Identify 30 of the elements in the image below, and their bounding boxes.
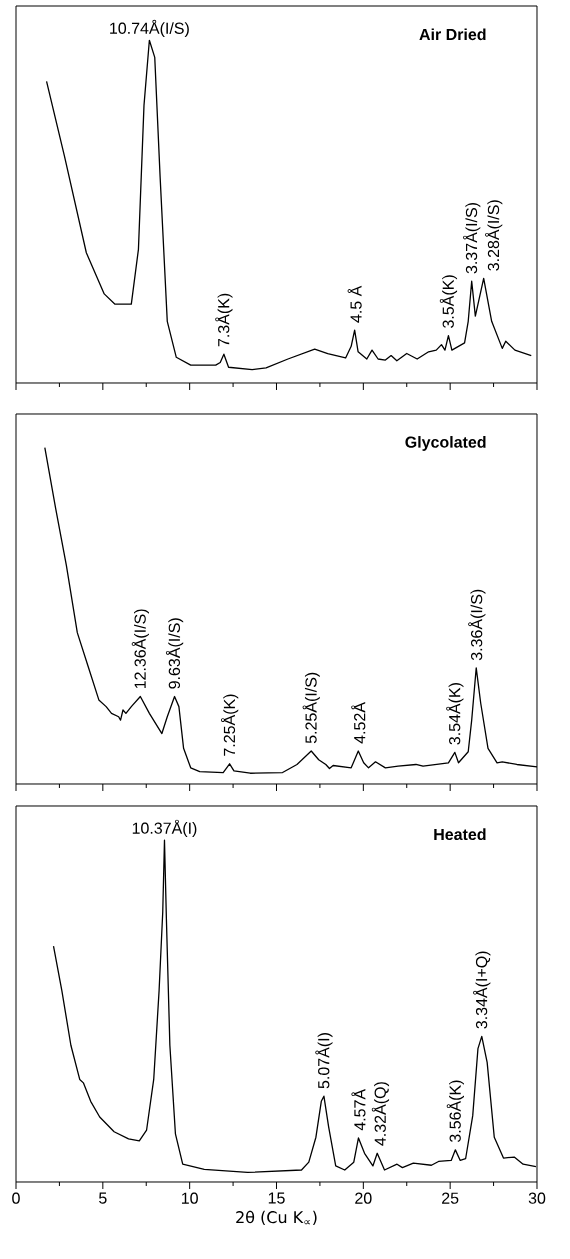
- x-tick-label: 5: [99, 1192, 107, 1204]
- annotation: 3.56Å(K): [446, 1080, 464, 1143]
- annotation: 5.25Å(I/S): [302, 672, 320, 744]
- annotation: 4.32Å(Q): [371, 1082, 390, 1146]
- annotation: 10.74Å(I/S): [110, 19, 189, 38]
- x-tick-label: 0: [12, 1192, 20, 1204]
- x-axis-title: 2θ (Cu K$_{∝}$): [236, 1210, 317, 1226]
- annotation: 7.25Å(K): [220, 694, 239, 756]
- x-tick-label: 25: [442, 1192, 459, 1204]
- annotation: 4.57Å: [351, 1088, 366, 1131]
- annotation: 3.28Å(I/S): [485, 200, 503, 271]
- x-tick-label: 15: [268, 1192, 285, 1204]
- annotation: 3.36Å(I/S): [468, 589, 486, 661]
- annotation: 7.3Å(K): [215, 293, 233, 347]
- annotation: 3.5Å(K): [439, 275, 458, 328]
- x-tick-label: 20: [355, 1192, 372, 1204]
- chart-title: Air Dried: [419, 28, 486, 41]
- annotation: 3.37Å(I/S): [463, 202, 481, 274]
- annotation: 9.63Å(I/S): [165, 618, 184, 689]
- chart-title: Glycolated: [405, 436, 486, 451]
- annotation: 3.54Å(K): [446, 683, 464, 745]
- annotation: 5.07Å(I): [315, 1033, 333, 1089]
- chart-title: Heated: [434, 828, 486, 841]
- annotation: 10.37Å(I): [132, 819, 197, 837]
- x-tick-label: 30: [528, 1192, 546, 1204]
- annotation: 4.52Å: [351, 702, 366, 744]
- annotation: 12.36Å(I/S): [131, 609, 149, 689]
- x-tick-label: 10: [181, 1192, 198, 1204]
- annotation: 3.34Å(I+Q): [473, 951, 491, 1029]
- annotation: 4.5 Å: [347, 285, 362, 323]
